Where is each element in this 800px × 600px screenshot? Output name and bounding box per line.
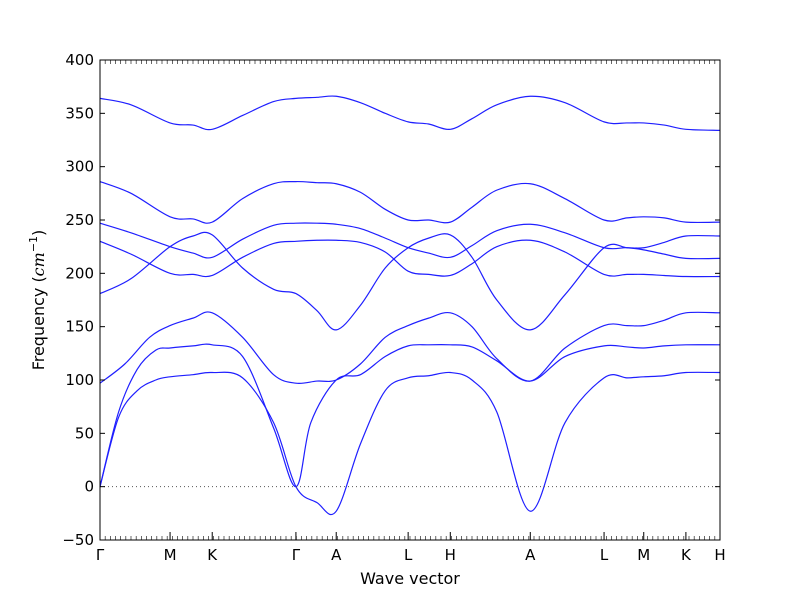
x-tick-label: H xyxy=(445,546,456,564)
y-axis-label: Frequency (cm−1) xyxy=(27,230,48,371)
x-tick-label: K xyxy=(207,546,218,564)
y-tick-label: 400 xyxy=(65,51,94,69)
band-line-1 xyxy=(99,371,721,516)
y-tick-label: 300 xyxy=(65,158,94,176)
band-line-3 xyxy=(99,311,721,385)
y-axis-label-main: Frequency ( xyxy=(29,276,48,370)
y-tick-label: 50 xyxy=(75,424,94,442)
y-tick-label: 350 xyxy=(65,104,94,122)
band-line-7 xyxy=(99,180,721,224)
band-line-6 xyxy=(99,222,721,260)
y-axis-label-close: ) xyxy=(29,230,48,236)
band-line-8 xyxy=(99,95,721,131)
x-tick-label: K xyxy=(681,546,692,564)
y-tick-label: −50 xyxy=(62,531,94,549)
band-line-4 xyxy=(99,231,721,331)
plot-frame xyxy=(99,59,721,541)
x-tick-label: Γ xyxy=(292,546,301,564)
x-tick-label: M xyxy=(164,546,177,564)
x-tick-label: H xyxy=(714,546,725,564)
y-axis-ticks: −50 0 50 100 150 200 250 300 350 400 xyxy=(62,51,720,549)
x-tick-label: Γ xyxy=(96,546,105,564)
y-axis-label-unit: cm xyxy=(29,252,48,276)
y-tick-label: 150 xyxy=(65,318,94,336)
y-tick-label: 0 xyxy=(84,478,94,496)
band-line-5 xyxy=(99,239,721,278)
x-tick-label: A xyxy=(331,546,342,564)
y-tick-label: 100 xyxy=(65,371,94,389)
x-tick-label: M xyxy=(637,546,650,564)
band-series-group xyxy=(99,95,721,516)
x-axis-label: Wave vector xyxy=(360,569,460,588)
y-tick-label: 250 xyxy=(65,211,94,229)
band-line-2 xyxy=(99,343,721,488)
x-tick-label: L xyxy=(404,546,413,564)
y-axis-label-exponent: −1 xyxy=(27,236,40,252)
x-tick-label: A xyxy=(525,546,536,564)
y-tick-label: 200 xyxy=(65,264,94,282)
x-tick-label: L xyxy=(600,546,609,564)
